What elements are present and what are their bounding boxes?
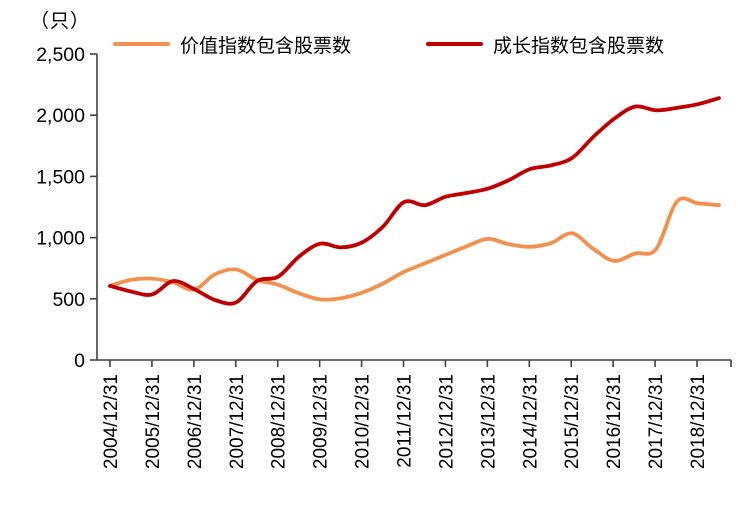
legend-line-swatch-growth [426, 42, 483, 46]
x-tick-label: 2006/12/31 [185, 374, 206, 469]
axes [96, 54, 731, 361]
x-tick-label: 2013/12/31 [478, 374, 499, 469]
series-line-value-index [108, 196, 721, 302]
x-tick-label: 2008/12/31 [269, 374, 290, 469]
x-tick-label: 2014/12/31 [520, 374, 541, 469]
x-tick-label: 2009/12/31 [311, 374, 332, 469]
x-tick-label: 2005/12/31 [143, 374, 164, 469]
y-tick-label: 0 [74, 350, 85, 372]
y-tick-label: 1,000 [36, 228, 85, 250]
legend-label-growth: 成长指数包含股票数 [493, 35, 665, 57]
x-tick-label: 2004/12/31 [101, 374, 122, 469]
series-line-growth-index [108, 96, 721, 306]
legend-item-growth-index: 成长指数包含股票数 [426, 31, 664, 57]
x-tick-label: 2018/12/31 [688, 374, 709, 469]
x-tick-label: 2011/12/31 [395, 374, 416, 468]
legend: 价值指数包含股票数 成长指数包含股票数 [0, 31, 738, 57]
legend-label-value: 价值指数包含股票数 [180, 35, 352, 57]
legend-line-swatch-value [113, 42, 170, 46]
y-tick-label: 500 [52, 289, 85, 311]
y-axis-unit-label: （只） [30, 11, 91, 32]
legend-item-value-index: 价值指数包含股票数 [113, 31, 351, 57]
x-tick-label: 2017/12/31 [646, 374, 667, 469]
y-tick-label: 1,500 [36, 166, 85, 188]
x-tick-label: 2007/12/31 [227, 374, 248, 469]
y-tick-label: 2,500 [36, 44, 85, 66]
x-tick-label: 2015/12/31 [562, 374, 583, 469]
y-tick-label: 2,000 [36, 105, 85, 127]
x-tick-label: 2012/12/31 [436, 374, 457, 469]
x-tick-label: 2016/12/31 [604, 374, 625, 469]
x-tick-label: 2010/12/31 [353, 374, 374, 469]
